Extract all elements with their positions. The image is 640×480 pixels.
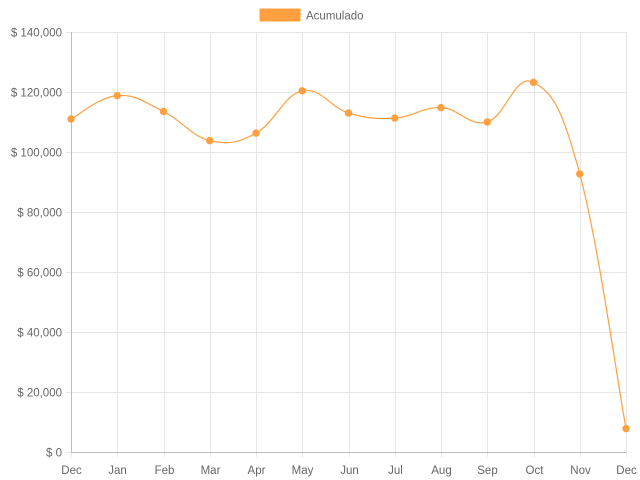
y-tick-label: $ 100,000 [11,148,62,160]
grid [66,32,627,457]
data-point[interactable]: Jul: 111300 [391,114,399,122]
y-tick-labels: $ 0 $ 20,000 $ 40,000 $ 60,000 $ 80,000 $ 100… [11,28,62,460]
x-tick-label: Jun [340,465,359,477]
x-tick-label: Apr [248,465,266,477]
x-tick-labels: Dec Jan Feb Mar Apr May Jun Jul Aug Sep Oct Nov Dec [61,465,637,477]
y-tick-label: $ 120,000 [11,88,62,100]
x-tick-label: Jan [108,465,127,477]
x-tick-label: Oct [526,465,545,477]
x-tick-label: Dec [616,465,637,477]
legend-label: Acumulado [306,11,364,23]
x-tick-label: Feb [155,465,175,477]
axes [71,32,626,453]
x-tick-label: Dec [61,465,82,477]
data-point[interactable]: Feb: 113500 [159,107,168,116]
data-point[interactable]: Dec: 7800 [622,424,630,433]
x-tick-label: Aug [431,465,451,477]
data-point[interactable]: Jan: 118800 [113,91,121,100]
data-point[interactable]: Sep: 110000 [483,118,491,126]
x-tick-label: Nov [570,465,591,477]
legend[interactable]: Acumulado [259,8,364,23]
series-line-0 [70,80,627,429]
y-tick-label: $ 0 [46,448,62,460]
y-tick-label: $ 40,000 [17,328,62,340]
data-point[interactable]: Nov: 92700 [576,170,584,178]
x-tick-label: Jul [388,465,403,477]
x-tick-label: Sep [477,465,497,477]
series-layer: Dec: 111000 Jan: 118800 Feb: 113500 Mar: 10… [67,78,630,433]
data-point[interactable]: May: 120400 [298,87,306,95]
y-tick-label: $ 60,000 [17,268,62,280]
data-point[interactable]: Mar: 103800 [206,136,214,145]
legend-swatch [259,8,301,22]
data-point[interactable]: Oct: 123200 [529,78,538,87]
data-point[interactable]: Aug: 114800 [437,103,445,112]
y-tick-label: $ 140,000 [11,28,62,40]
x-tick-label: May [292,465,314,477]
x-tick-label: Mar [201,465,221,477]
data-point[interactable]: Dec: 111000 [67,115,75,123]
data-point[interactable]: Apr: 106300 [252,129,260,137]
y-tick-label: $ 80,000 [17,208,62,220]
data-point[interactable]: Jun: 113000 [344,109,353,117]
y-tick-label: $ 20,000 [17,388,62,400]
